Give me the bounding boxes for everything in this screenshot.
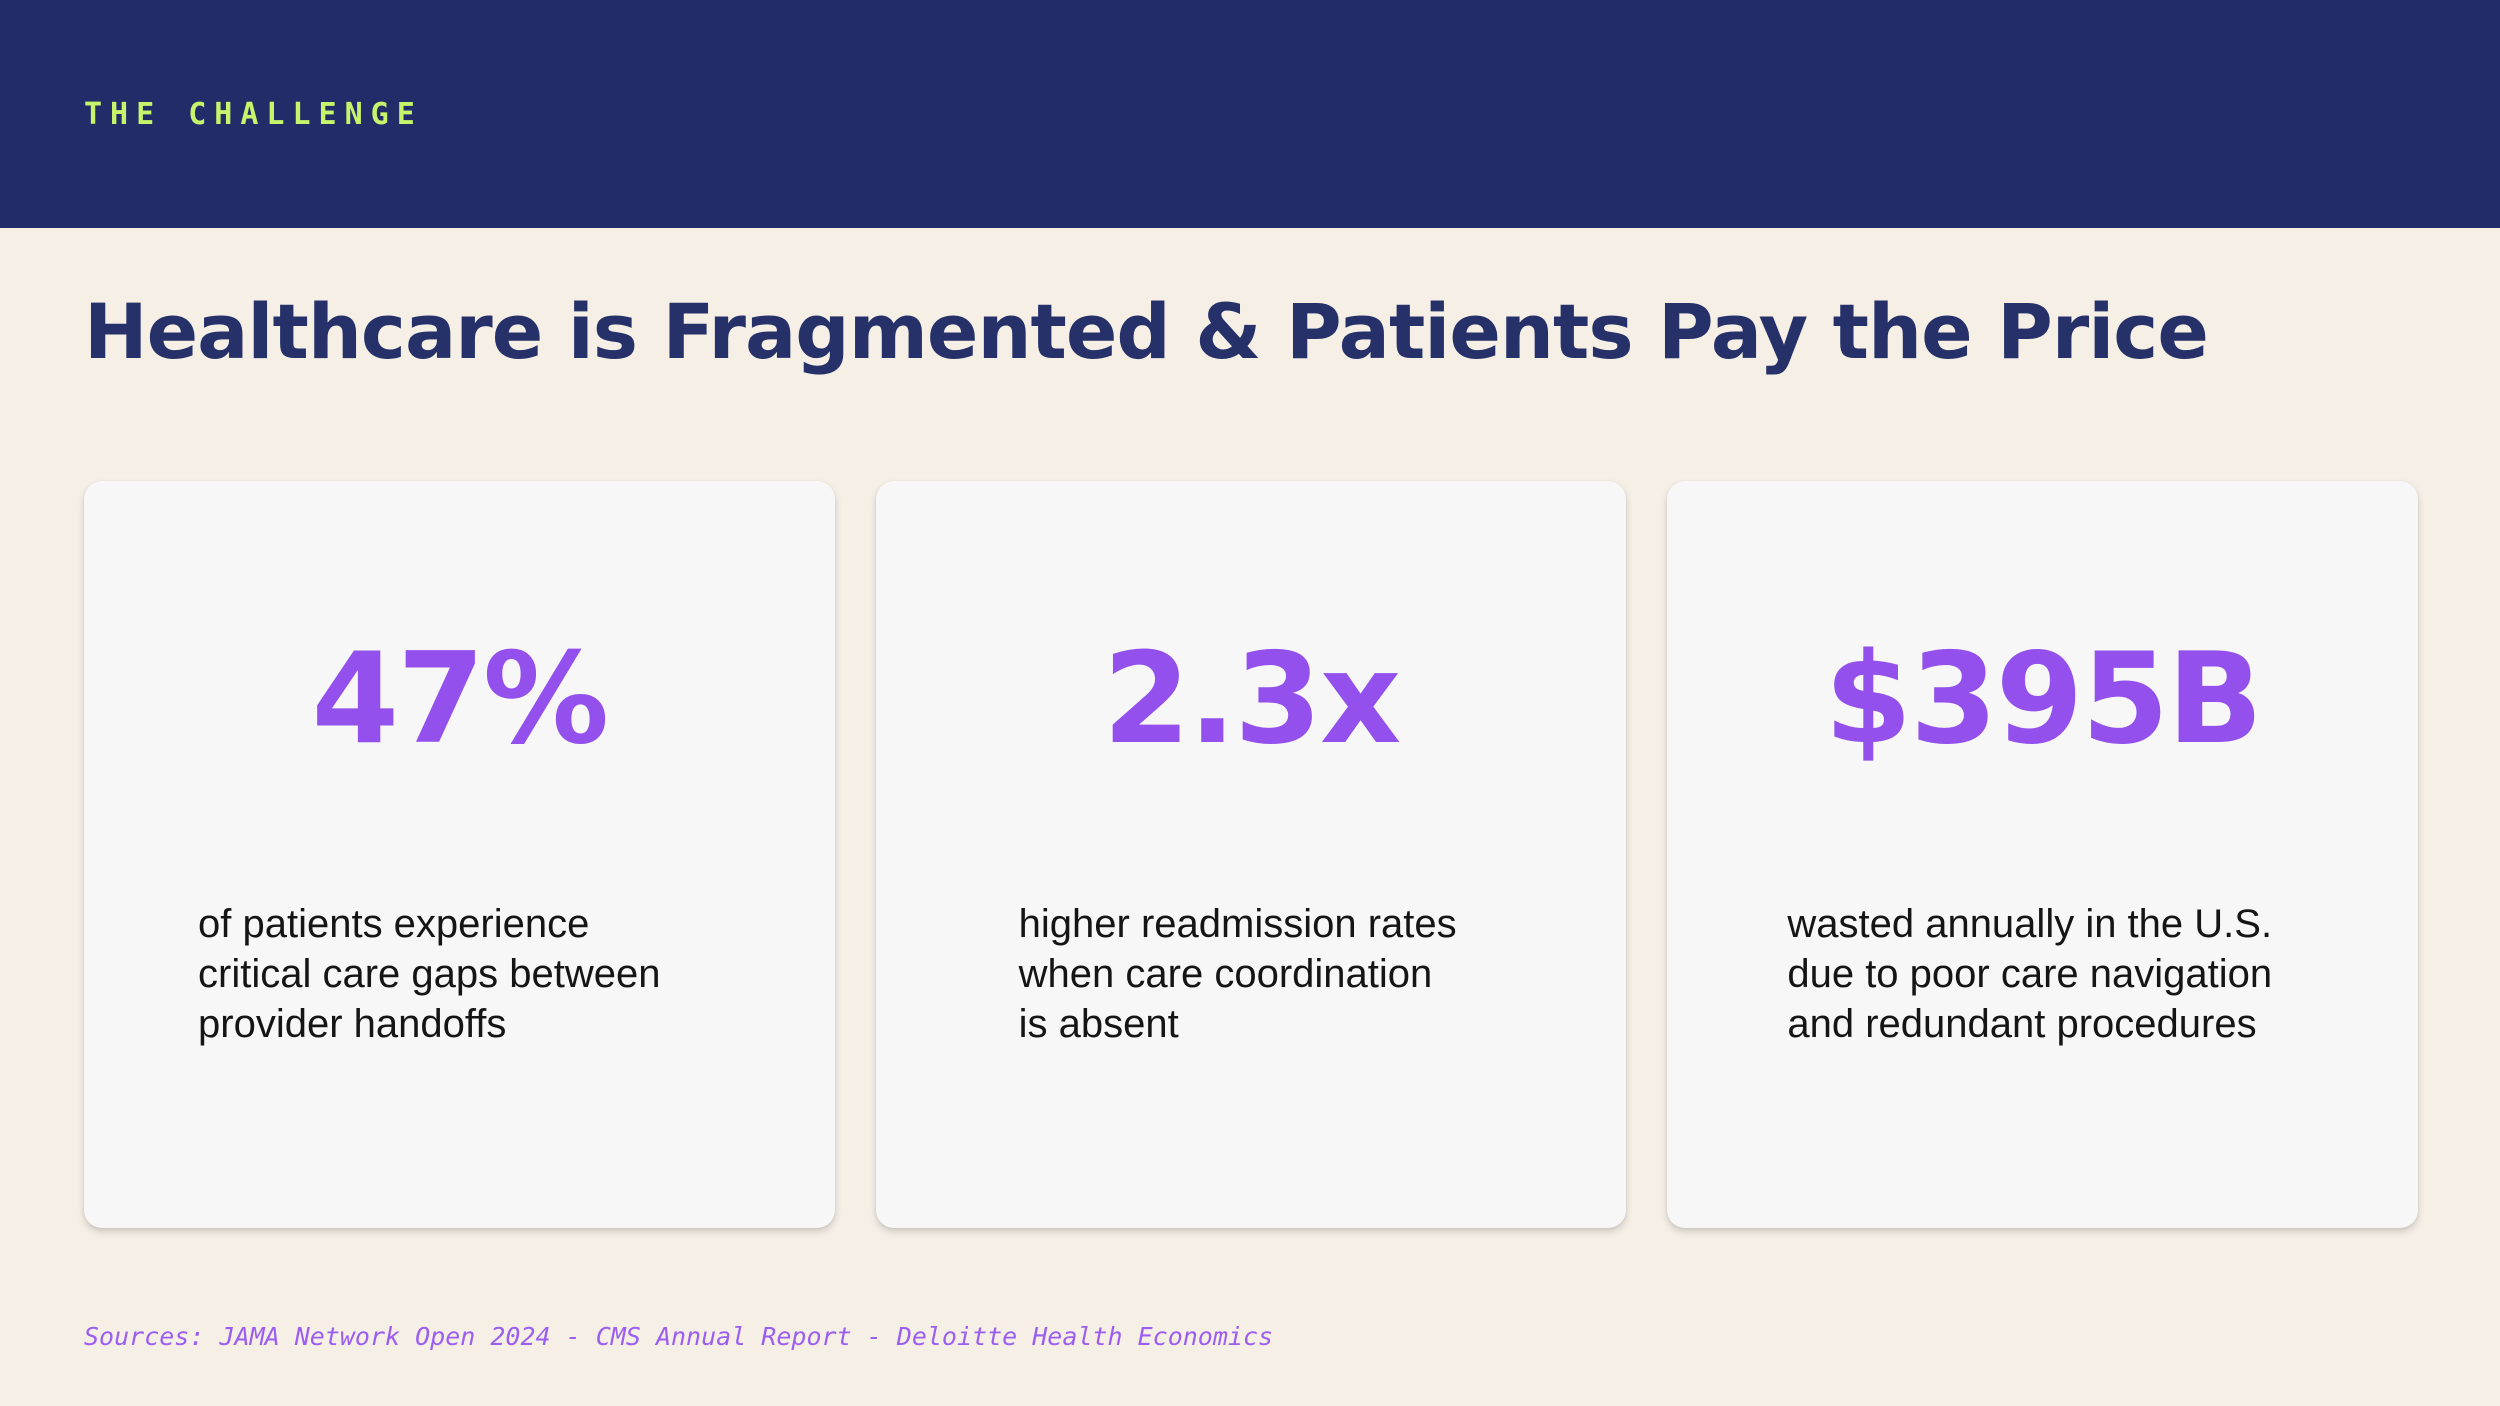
stat-description-line: is absent <box>1018 1002 1179 1046</box>
page-title: Healthcare is Fragmented & Patients Pay … <box>84 287 2209 376</box>
header-band: THE CHALLENGE <box>0 0 2500 228</box>
stat-value: 2.3x <box>1102 625 1401 772</box>
stat-description-line: due to poor care navigation <box>1787 952 2273 996</box>
stat-description-line: and redundant procedures <box>1787 1002 2257 1046</box>
stat-value: 47% <box>311 625 610 772</box>
stat-description: wasted annually in the U.S. due to poor … <box>1787 899 2327 1049</box>
stat-card-waste: $395B wasted annually in the U.S. due to… <box>1667 481 2419 1228</box>
stat-description-line: when care coordination <box>1018 952 1433 996</box>
stat-description-line: higher readmission rates <box>1018 902 1457 946</box>
stat-card-care-gaps: 47% of patients experience critical care… <box>84 481 835 1228</box>
stat-cards: 47% of patients experience critical care… <box>84 481 2419 1228</box>
stat-description: of patients experience critical care gap… <box>198 899 698 1049</box>
stat-card-readmission: 2.3x higher readmission rates when care … <box>875 481 1627 1228</box>
stat-description-line: critical care gaps between <box>198 952 661 996</box>
stat-value: $395B <box>1824 625 2263 772</box>
stat-description: higher readmission rates when care coord… <box>1019 899 1519 1049</box>
stat-description-line: of patients experience <box>198 902 590 946</box>
stat-description-line: wasted annually in the U.S. <box>1787 902 2273 946</box>
stat-description-line: provider handoffs <box>198 1002 507 1046</box>
sources-footnote: Sources: JAMA Network Open 2024 - CMS An… <box>84 1322 1274 1351</box>
section-eyebrow: THE CHALLENGE <box>84 97 423 132</box>
